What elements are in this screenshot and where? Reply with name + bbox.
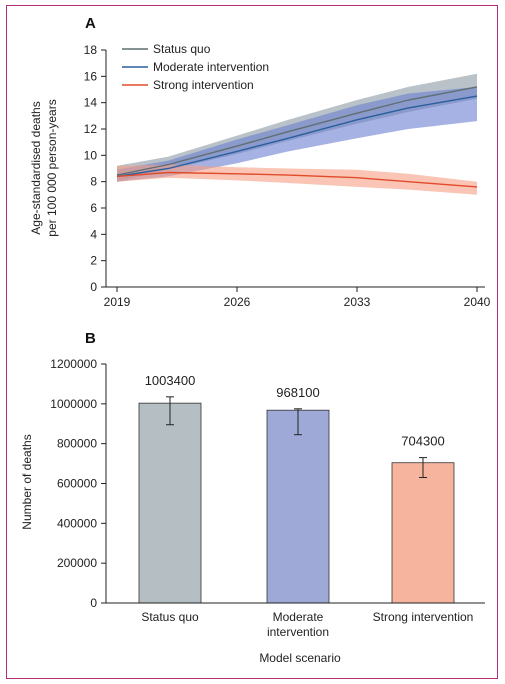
bar-value-label-1: 968100: [276, 385, 319, 400]
series-line-0: [116, 86, 478, 176]
panel-a-legend: Status quo Moderate intervention Strong in…: [122, 42, 269, 92]
a-ytick-label-8: 16: [84, 69, 98, 83]
bar-value-label-2: 704300: [401, 434, 444, 449]
panel-b-bars: 1003400 968100 704300: [138, 373, 455, 604]
panel-b-y-ticks: 0 200000 400000 600000 800000 1000000 1200000: [50, 357, 106, 610]
panel-b-xlabel: Model scenario: [259, 651, 341, 665]
b-ytick-label-0: 0: [90, 596, 97, 610]
panel-a-y-ticks: 0 2 4 6 8 10 12 14 16 18: [84, 43, 106, 294]
a-ytick-label-0: 0: [90, 280, 97, 294]
legend-label-1: Moderate intervention: [153, 60, 269, 74]
legend-label-0: Status quo: [153, 42, 211, 56]
b-ytick-label-1: 200000: [57, 556, 97, 570]
band-1: [117, 86, 477, 182]
legend-label-2: Strong intervention: [153, 78, 254, 92]
bar-2: [391, 462, 455, 604]
b-category-label-0-0: Status quo: [141, 610, 199, 624]
b-category-label-1-0: Moderate: [273, 610, 324, 624]
a-ytick-label-4: 8: [90, 175, 97, 189]
b-ytick-label-4: 800000: [57, 437, 97, 451]
a-ytick-label-1: 2: [90, 254, 97, 268]
panel-a-x-ticks: 2019 2026 2033 2040: [104, 287, 491, 309]
b-category-label-1-1: intervention: [267, 625, 329, 639]
panel-a-ylabel-line1: Age-standardised deaths: [29, 101, 43, 234]
a-ytick-label-9: 18: [84, 43, 98, 57]
b-ytick-label-3: 600000: [57, 477, 97, 491]
b-ytick-label-5: 1000000: [50, 397, 97, 411]
band-2: [117, 164, 477, 195]
a-xtick-label-0: 2019: [104, 295, 131, 309]
bar-1: [266, 409, 330, 604]
bar-value-label-0: 1003400: [145, 373, 196, 388]
a-ytick-label-6: 12: [84, 122, 98, 136]
a-ytick-label-7: 14: [84, 96, 98, 110]
a-ytick-label-3: 6: [90, 201, 97, 215]
panel-b-label: B: [85, 330, 96, 347]
series-line-2: [116, 171, 478, 188]
series-line-1: [116, 95, 478, 178]
a-xtick-label-1: 2026: [224, 295, 251, 309]
panel-a-ylabel-line2: per 100 000 person-years: [45, 99, 59, 236]
b-category-label-2-0: Strong intervention: [373, 610, 474, 624]
bar-0: [138, 402, 202, 604]
figure-frame: [6, 5, 498, 679]
panel-a-label: A: [85, 15, 96, 32]
b-ytick-label-6: 1200000: [50, 357, 97, 371]
a-xtick-label-2: 2033: [344, 295, 371, 309]
panel-a-series-lines: [116, 86, 478, 188]
a-ytick-label-5: 10: [84, 148, 98, 162]
b-ytick-label-2: 400000: [57, 516, 97, 530]
panel-b-ylabel: Number of deaths: [20, 434, 34, 529]
a-ytick-label-2: 4: [90, 227, 97, 241]
a-xtick-label-3: 2040: [464, 295, 491, 309]
